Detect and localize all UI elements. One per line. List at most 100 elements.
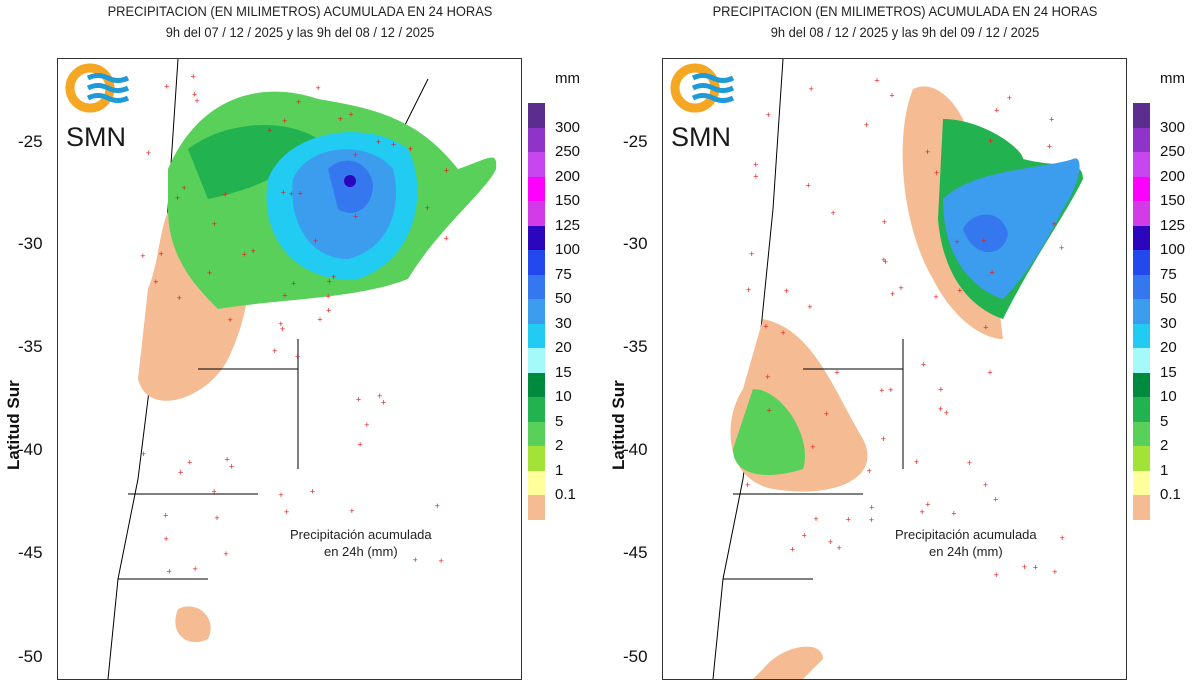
station-marker: + xyxy=(163,534,168,544)
y-tick: -35 xyxy=(623,337,648,356)
station-marker: + xyxy=(828,537,833,547)
legend-swatch xyxy=(1133,201,1150,226)
station-marker: + xyxy=(194,96,199,106)
color-legend: 300 250 200 150 125 100 75 50 30 20 15 10 5 2 1 0.1 xyxy=(528,103,580,520)
legend-label: 250 xyxy=(1160,143,1186,160)
legend-label: 250 xyxy=(555,143,581,160)
station-marker: + xyxy=(376,137,381,147)
station-marker: + xyxy=(251,246,256,256)
station-marker: + xyxy=(141,449,146,459)
station-marker: + xyxy=(967,458,972,468)
legend-swatch xyxy=(1133,323,1150,348)
y-tick: -25 xyxy=(623,132,648,151)
station-marker: + xyxy=(325,292,330,302)
station-marker: + xyxy=(356,394,361,404)
legend-swatch xyxy=(528,201,545,226)
station-marker: + xyxy=(830,208,835,218)
legend-swatch xyxy=(528,176,545,201)
station-marker: + xyxy=(1033,562,1038,572)
precip-zone-green-dark xyxy=(188,125,318,199)
y-tick: -40 xyxy=(18,440,43,459)
legend-swatch xyxy=(1133,127,1150,152)
station-marker: + xyxy=(944,408,949,418)
station-marker: + xyxy=(444,233,449,243)
station-marker: + xyxy=(883,257,888,267)
station-marker: + xyxy=(867,466,872,476)
map-subtitle: 9h del 07 / 12 / 2025 y las 9h del 08 / … xyxy=(165,24,435,40)
legend-unit: mm xyxy=(555,70,580,87)
legend-label: 2 xyxy=(555,437,564,454)
legend-swatch xyxy=(1133,152,1150,177)
station-marker: + xyxy=(746,285,751,295)
station-marker: + xyxy=(298,189,303,199)
y-tick: -35 xyxy=(18,337,43,356)
legend-label: 0.1 xyxy=(1160,486,1181,503)
y-tick: -25 xyxy=(18,132,43,151)
station-marker: + xyxy=(874,75,879,85)
legend-swatch xyxy=(1133,274,1150,299)
station-marker: + xyxy=(280,324,285,334)
station-marker: + xyxy=(278,319,283,329)
station-marker: + xyxy=(435,501,440,511)
station-marker: + xyxy=(938,404,943,414)
station-marker: + xyxy=(763,322,768,332)
station-marker: + xyxy=(898,283,903,293)
station-marker: + xyxy=(888,385,893,395)
map-canvas: ++++++++++++++++++++++++++++++++++++++++… xyxy=(712,59,1083,679)
station-marker: + xyxy=(175,193,180,203)
station-marker: + xyxy=(983,480,988,490)
legend-label: 30 xyxy=(555,314,572,332)
legend-label: 100 xyxy=(555,241,581,258)
station-marker: + xyxy=(802,531,807,541)
station-marker: + xyxy=(146,148,151,158)
y-tick: -50 xyxy=(623,647,648,666)
legend-label: 125 xyxy=(555,216,581,234)
legend-swatch xyxy=(528,348,545,373)
precipitation-map: + + + + + + + + + + + + + + + + + + + + + + + + + + + + + + + + + + + + + + + +… xyxy=(662,58,1127,680)
station-marker: + xyxy=(954,237,959,247)
station-marker: + xyxy=(444,166,449,176)
station-marker: + xyxy=(222,189,227,199)
y-tick: -40 xyxy=(623,440,648,459)
station-marker: + xyxy=(163,510,168,520)
legend-swatch xyxy=(1133,470,1150,495)
legend-label: 10 xyxy=(555,388,572,405)
station-marker: + xyxy=(824,409,829,419)
y-tick: -30 xyxy=(623,234,648,253)
station-marker: + xyxy=(327,276,332,286)
station-marker: + xyxy=(813,514,818,524)
station-marker: + xyxy=(381,397,386,407)
legend-swatch xyxy=(528,446,545,471)
station-marker: + xyxy=(933,292,938,302)
station-marker: + xyxy=(921,359,926,369)
legend-swatch xyxy=(1133,397,1150,422)
station-marker: + xyxy=(994,570,999,580)
station-marker: + xyxy=(391,139,396,149)
station-marker: + xyxy=(326,306,331,316)
legend-label: 100 xyxy=(1160,241,1186,258)
station-marker: + xyxy=(207,268,212,278)
station-marker: + xyxy=(310,486,315,496)
legend-swatch xyxy=(528,397,545,422)
precip-zone-trace-patagonia xyxy=(753,646,823,679)
legend-label: 15 xyxy=(1160,363,1177,381)
map-title: PRECIPITACION (EN MILIMETROS) ACUMULADA … xyxy=(712,3,1098,19)
map-subtitle: 9h del 08 / 12 / 2025 y las 9h del 09 / … xyxy=(770,24,1040,40)
legend-swatch xyxy=(528,225,545,250)
note-line: en 24h (mm) xyxy=(928,544,1003,559)
station-marker: + xyxy=(881,255,886,265)
station-marker: + xyxy=(159,249,164,259)
station-marker: + xyxy=(1059,243,1064,253)
station-marker: + xyxy=(140,251,145,261)
legend-label: 300 xyxy=(555,118,581,136)
station-marker: + xyxy=(882,217,887,227)
map-note: Precipitación acumulada en 24h (mm) xyxy=(290,526,432,560)
station-marker: + xyxy=(191,71,196,81)
station-marker: + xyxy=(439,556,444,566)
station-marker: + xyxy=(780,328,785,338)
legend-label: 75 xyxy=(555,265,572,283)
precip-zone-blue xyxy=(943,158,1080,299)
station-marker: + xyxy=(425,203,430,213)
station-marker: + xyxy=(1052,567,1057,577)
legend-label: 50 xyxy=(555,290,572,307)
